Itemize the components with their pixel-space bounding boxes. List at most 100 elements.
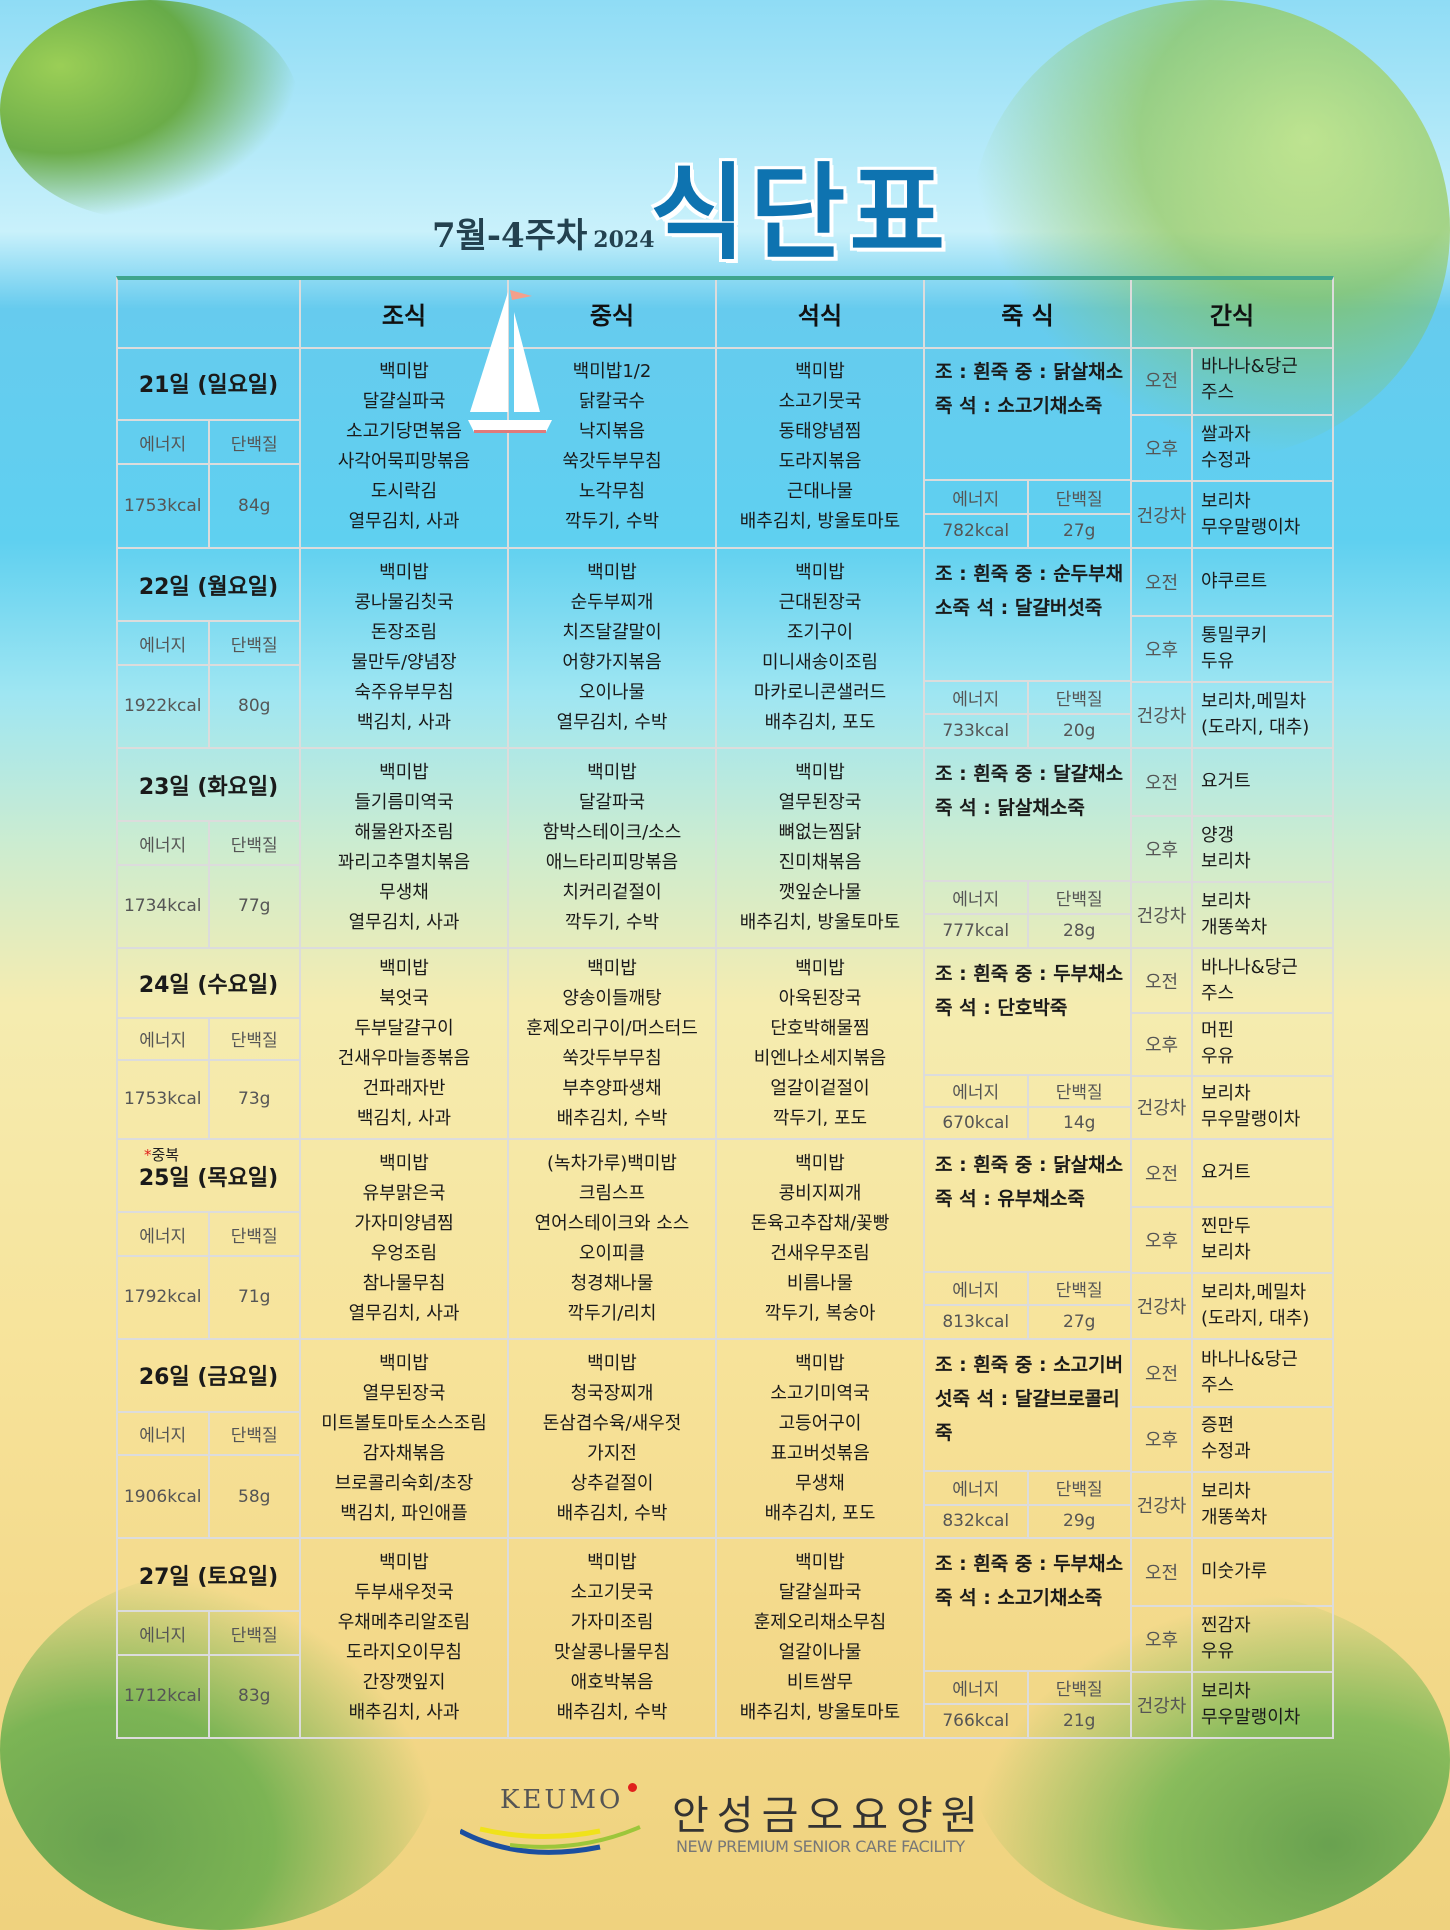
energy-value: 670kcal	[942, 1112, 1010, 1133]
snack-tea-value: 보리차 개똥쑥차	[1191, 882, 1332, 947]
porridge-cell: 조 : 흰죽 중 : 두부채소죽 석 : 소고기채소죽 에너지 단백질 766kcal…	[923, 1539, 1130, 1737]
snack-am: 오전 요거트	[1132, 1140, 1332, 1207]
snack-tea-value: 보리차 무우말랭이차	[1191, 1672, 1332, 1737]
dinner-menu: 백미밥 아욱된장국 단호박해물찜 비엔나소세지볶음 얼갈이겉절이 깍두기, 포도	[715, 949, 923, 1138]
energy-value: 733kcal	[942, 721, 1010, 742]
snack-am-value: 바나나&당근 주스	[1191, 347, 1332, 414]
snack-tea-value: 보리차 개똥쑥차	[1191, 1473, 1332, 1537]
porridge-menu: 조 : 흰죽 중 : 닭살채소죽 석 : 유부채소죽	[935, 1154, 1124, 1210]
porridge-cell: 조 : 흰죽 중 : 소고기버섯죽 석 : 달걀브로콜리죽 에너지 단백질 832kc…	[923, 1340, 1130, 1537]
porridge-nutrition-values: 733kcal 20g	[925, 713, 1130, 747]
protein-value: 71g	[207, 1256, 300, 1338]
snack-tea-label: 건강차	[1136, 705, 1187, 727]
breakfast-menu: 백미밥 들기름미역국 해물완자조림 꽈리고추멸치볶음 무생채 열무김치, 사과	[299, 749, 507, 947]
snack-am: 오전 미숫가루	[1132, 1539, 1332, 1606]
protein-label: 단백질	[1026, 1075, 1131, 1106]
snack-am: 오전 바나나&당근 주스	[1132, 347, 1332, 414]
energy-value: 1734kcal	[123, 896, 202, 917]
page-title: 식단표	[650, 152, 950, 274]
snack-cell: 오전 야쿠르트 오후 통밀쿠키 두유 건강차 보리차,메밀차 (도라지, 대추)	[1130, 549, 1332, 747]
palm-leaves-decoration	[970, 0, 1450, 460]
table-row: 24일 (수요일) 에너지 단백질 1753kcal 73g 백미밥 북엇국 두부달걀구이…	[118, 949, 1332, 1140]
snack-cell: 오전 요거트 오후 양갱 보리차 건강차 보리차 개똥쑥차	[1130, 749, 1332, 947]
snack-tea-value: 보리차 무우말랭이차	[1191, 1076, 1332, 1138]
breakfast-menu: 백미밥 유부맑은국 가자미양념찜 우엉조림 참나물무침 열무김치, 사과	[299, 1140, 507, 1338]
lunch-menu: 백미밥1/2 닭칼국수 낙지볶음 쑥갓두부무침 노각무침 깍두기, 수박	[507, 347, 715, 547]
protein-value: 83g	[207, 1655, 300, 1737]
dinner-menu: 백미밥 소고기뭇국 동태양념찜 도라지볶음 근대나물 배추김치, 방울토마토	[715, 347, 923, 547]
snack-tea-label: 건강차	[1136, 1296, 1187, 1318]
column-header-dinner: 석식	[715, 280, 923, 347]
snack-pm-label: 오후	[1144, 438, 1179, 460]
dinner-menu: 백미밥 달걀실파국 훈제오리채소무침 얼갈이나물 비트쌈무 배추김치, 방울토마…	[715, 1539, 923, 1737]
snack-cell: 오전 미숫가루 오후 찐감자 우유 건강차 보리차 무우말랭이차	[1130, 1539, 1332, 1737]
energy-value: 1712kcal	[123, 1686, 202, 1707]
snack-am-label: 오전	[1144, 1164, 1179, 1186]
energy-value: 1792kcal	[123, 1287, 202, 1308]
protein-value: 84g	[207, 465, 300, 547]
energy-label: 에너지	[139, 1426, 187, 1447]
porridge-nutrition-labels: 에너지 단백질	[925, 1073, 1131, 1106]
snack-pm: 오후 머핀 우유	[1132, 1011, 1332, 1076]
protein-value: 28g	[1026, 915, 1131, 947]
snack-cell: 오전 바나나&당근 주스 오후 증편 수정과 건강차 보리차 개똥쑥차	[1130, 1340, 1332, 1537]
logo-swoosh-icon	[460, 1825, 641, 1855]
week-text: 7월-4주차	[432, 216, 588, 256]
snack-am-label: 오전	[1144, 371, 1179, 393]
snack-tea: 건강차 보리차 무우말랭이차	[1132, 1670, 1332, 1737]
sailboat-illustration	[468, 290, 552, 433]
protein-label: 단백질	[207, 822, 300, 864]
energy-value: 766kcal	[942, 1711, 1010, 1732]
snack-am-value: 요거트	[1191, 1140, 1332, 1207]
column-header-breakfast: 조식	[299, 280, 507, 347]
energy-value: 1906kcal	[123, 1486, 202, 1507]
snack-pm: 오후 증편 수정과	[1132, 1405, 1332, 1472]
snack-pm-value: 통밀쿠키 두유	[1191, 616, 1332, 682]
snack-pm: 오후 쌀과자 수정과	[1132, 413, 1332, 481]
porridge-nutrition-values: 813kcal 27g	[925, 1304, 1130, 1338]
snack-tea-value: 보리차,메밀차 (도라지, 대추)	[1191, 1273, 1332, 1338]
porridge-nutrition-values: 670kcal 14g	[925, 1105, 1130, 1138]
snack-tea-value: 보리차 무우말랭이차	[1191, 482, 1332, 547]
snack-tea-label: 건강차	[1136, 505, 1187, 527]
organization-tagline: NEW PREMIUM SENIOR CARE FACILITY	[676, 1837, 965, 1856]
protein-label: 단백질	[1026, 681, 1131, 714]
porridge-nutrition-labels: 에너지 단백질	[925, 1270, 1130, 1305]
porridge-nutrition-values: 777kcal 28g	[925, 913, 1130, 947]
snack-pm: 오후 통밀쿠키 두유	[1132, 614, 1332, 682]
snack-pm-value: 머핀 우유	[1191, 1013, 1332, 1076]
snack-am-label: 오전	[1144, 773, 1179, 795]
snack-am-label: 오전	[1144, 1563, 1179, 1585]
protein-label: 단백질	[207, 1412, 300, 1455]
snack-pm-value: 찐만두 보리차	[1191, 1207, 1332, 1273]
porridge-cell: 조 : 흰죽 중 : 달걀채소죽 석 : 닭살채소죽 에너지 단백질 777kcal 2…	[923, 749, 1130, 947]
table-row: 26일 (금요일) 에너지 단백질 1906kcal 58g 백미밥 열무된장국 미트볼토…	[118, 1340, 1332, 1539]
energy-label: 에너지	[952, 1083, 1000, 1104]
snack-am-label: 오전	[1144, 1363, 1179, 1385]
day-label: 23일 (화요일)	[138, 774, 279, 800]
nutrition-labels: 에너지 단백질	[118, 820, 299, 864]
day-label: 25일 (목요일)	[138, 1165, 279, 1191]
breakfast-menu: 백미밥 콩나물김칫국 돈장조림 물만두/양념장 숙주유부무침 백김치, 사과	[299, 549, 507, 747]
energy-label: 에너지	[952, 1281, 1000, 1301]
porridge-menu: 조 : 흰죽 중 : 두부채소죽 석 : 단호박죽	[935, 963, 1124, 1019]
day-label: 22일 (월요일)	[138, 574, 279, 600]
nutrition-labels: 에너지 단백질	[118, 419, 299, 463]
snack-pm: 오후 찐만두 보리차	[1132, 1205, 1332, 1273]
day-label: 21일 (일요일)	[138, 373, 279, 398]
porridge-nutrition-values: 832kcal 29g	[925, 1503, 1130, 1537]
porridge-menu: 조 : 흰죽 중 : 두부채소죽 석 : 소고기채소죽	[935, 1553, 1124, 1609]
breakfast-menu: 백미밥 열무된장국 미트볼토마토소스조림 감자채볶음 브로콜리숙회/초장 백김치…	[299, 1340, 507, 1537]
snack-am: 오전 요거트	[1132, 749, 1332, 816]
nutrition-values: 1922kcal 80g	[118, 663, 299, 747]
energy-label: 에너지	[139, 635, 187, 656]
protein-label: 단백질	[1026, 1472, 1131, 1504]
protein-label: 단백질	[207, 1612, 300, 1654]
protein-label: 단백질	[1026, 481, 1131, 513]
energy-value: 832kcal	[942, 1511, 1010, 1532]
snack-cell: 오전 바나나&당근 주스 오후 머핀 우유 건강차 보리차 무우말랭이차	[1130, 949, 1332, 1138]
plant-decoration	[0, 1570, 440, 1930]
